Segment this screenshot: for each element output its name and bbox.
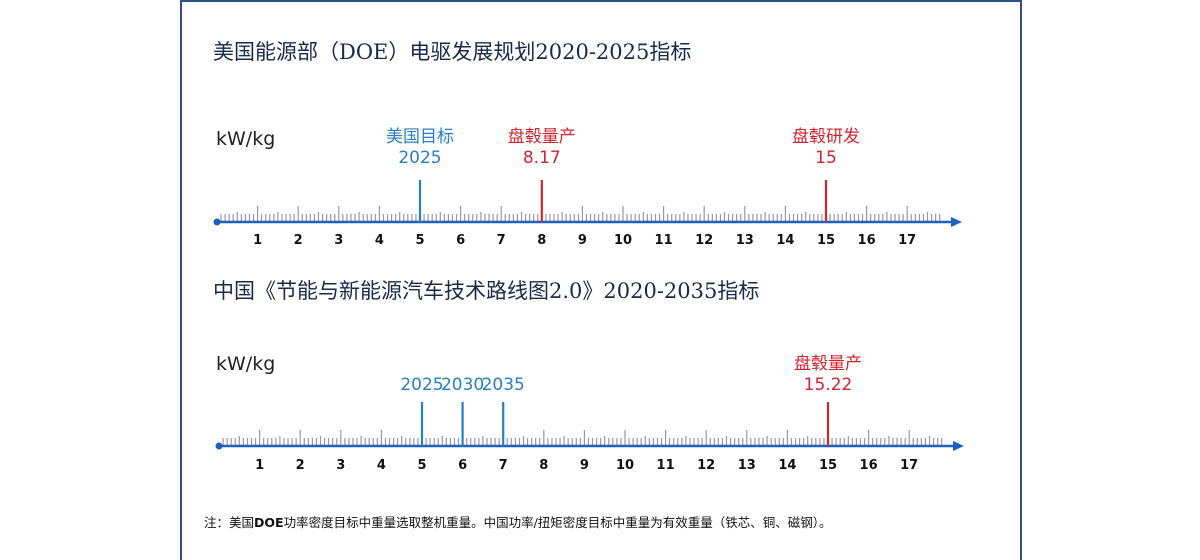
marker-label: 2030	[441, 375, 484, 395]
tick-label: 15	[819, 458, 837, 473]
axis-origin-dot	[213, 218, 221, 226]
tick-label: 1	[253, 233, 262, 248]
footnote-prefix: 注：美国	[204, 515, 255, 530]
tick-label: 2	[294, 233, 303, 248]
axis-origin-dot	[215, 442, 223, 450]
tick-label: 8	[537, 233, 546, 248]
tick-label: 1	[255, 458, 264, 473]
tick-label: 10	[614, 233, 632, 248]
marker-label: 15.22	[804, 375, 853, 395]
axis-arrow	[953, 441, 964, 451]
tick-label: 16	[860, 458, 878, 473]
tick-label: 9	[580, 458, 589, 473]
marker-label: 2025	[400, 375, 443, 395]
tick-label: 3	[334, 233, 343, 248]
marker-label: 15	[815, 148, 837, 168]
ruler-ticks	[220, 206, 941, 222]
tick-label: 4	[375, 233, 384, 248]
tick-label: 17	[900, 458, 918, 473]
cn-unit-label: kW/kg	[216, 353, 276, 375]
tick-label: 7	[497, 233, 506, 248]
tick-label: 14	[776, 233, 794, 248]
tick-label: 10	[616, 458, 634, 473]
tick-label: 16	[858, 233, 876, 248]
tick-label: 5	[417, 458, 426, 473]
axis-arrow	[951, 217, 962, 227]
tick-label: 2	[296, 458, 305, 473]
marker-label: 美国目标	[386, 127, 454, 147]
tick-label: 4	[377, 458, 386, 473]
tick-label: 15	[817, 233, 835, 248]
marker-label: 盘毂研发	[792, 127, 860, 147]
marker-label: 盘毂量产	[508, 127, 576, 147]
tick-label: 3	[336, 458, 345, 473]
marker-label: 2035	[482, 375, 525, 395]
us-chart-title: 美国能源部（DOE）电驱发展规划2020-2025指标	[213, 40, 692, 64]
tick-label: 11	[657, 458, 675, 473]
tick-label: 13	[738, 458, 756, 473]
tick-label: 6	[456, 233, 465, 248]
tick-label: 12	[697, 458, 715, 473]
footnote-doe: DOE	[254, 515, 284, 530]
content-frame	[180, 0, 1022, 560]
tick-label: 7	[499, 458, 508, 473]
tick-label: 6	[458, 458, 467, 473]
us-unit-label: kW/kg	[216, 128, 276, 150]
tick-label: 8	[539, 458, 548, 473]
footnote-text: 功率密度目标中重量选取整机重量。中国功率/扭矩密度目标中重量为有效重量（铁芯、铜…	[283, 515, 832, 530]
tick-label: 5	[415, 233, 424, 248]
tick-label: 14	[778, 458, 796, 473]
tick-label: 11	[655, 233, 673, 248]
ruler-ticks	[222, 430, 943, 446]
tick-label: 13	[736, 233, 754, 248]
marker-label: 2025	[398, 148, 441, 168]
tick-label: 12	[695, 233, 713, 248]
footnote: 注：美国DOE功率密度目标中重量选取整机重量。中国功率/扭矩密度目标中重量为有效…	[204, 512, 832, 531]
marker-label: 盘毂量产	[794, 354, 862, 374]
cn-chart-title: 中国《节能与新能源汽车技术路线图2.0》2020-2035指标	[213, 279, 760, 303]
marker-label: 8.17	[523, 148, 561, 168]
tick-label: 9	[578, 233, 587, 248]
tick-label: 17	[898, 233, 916, 248]
